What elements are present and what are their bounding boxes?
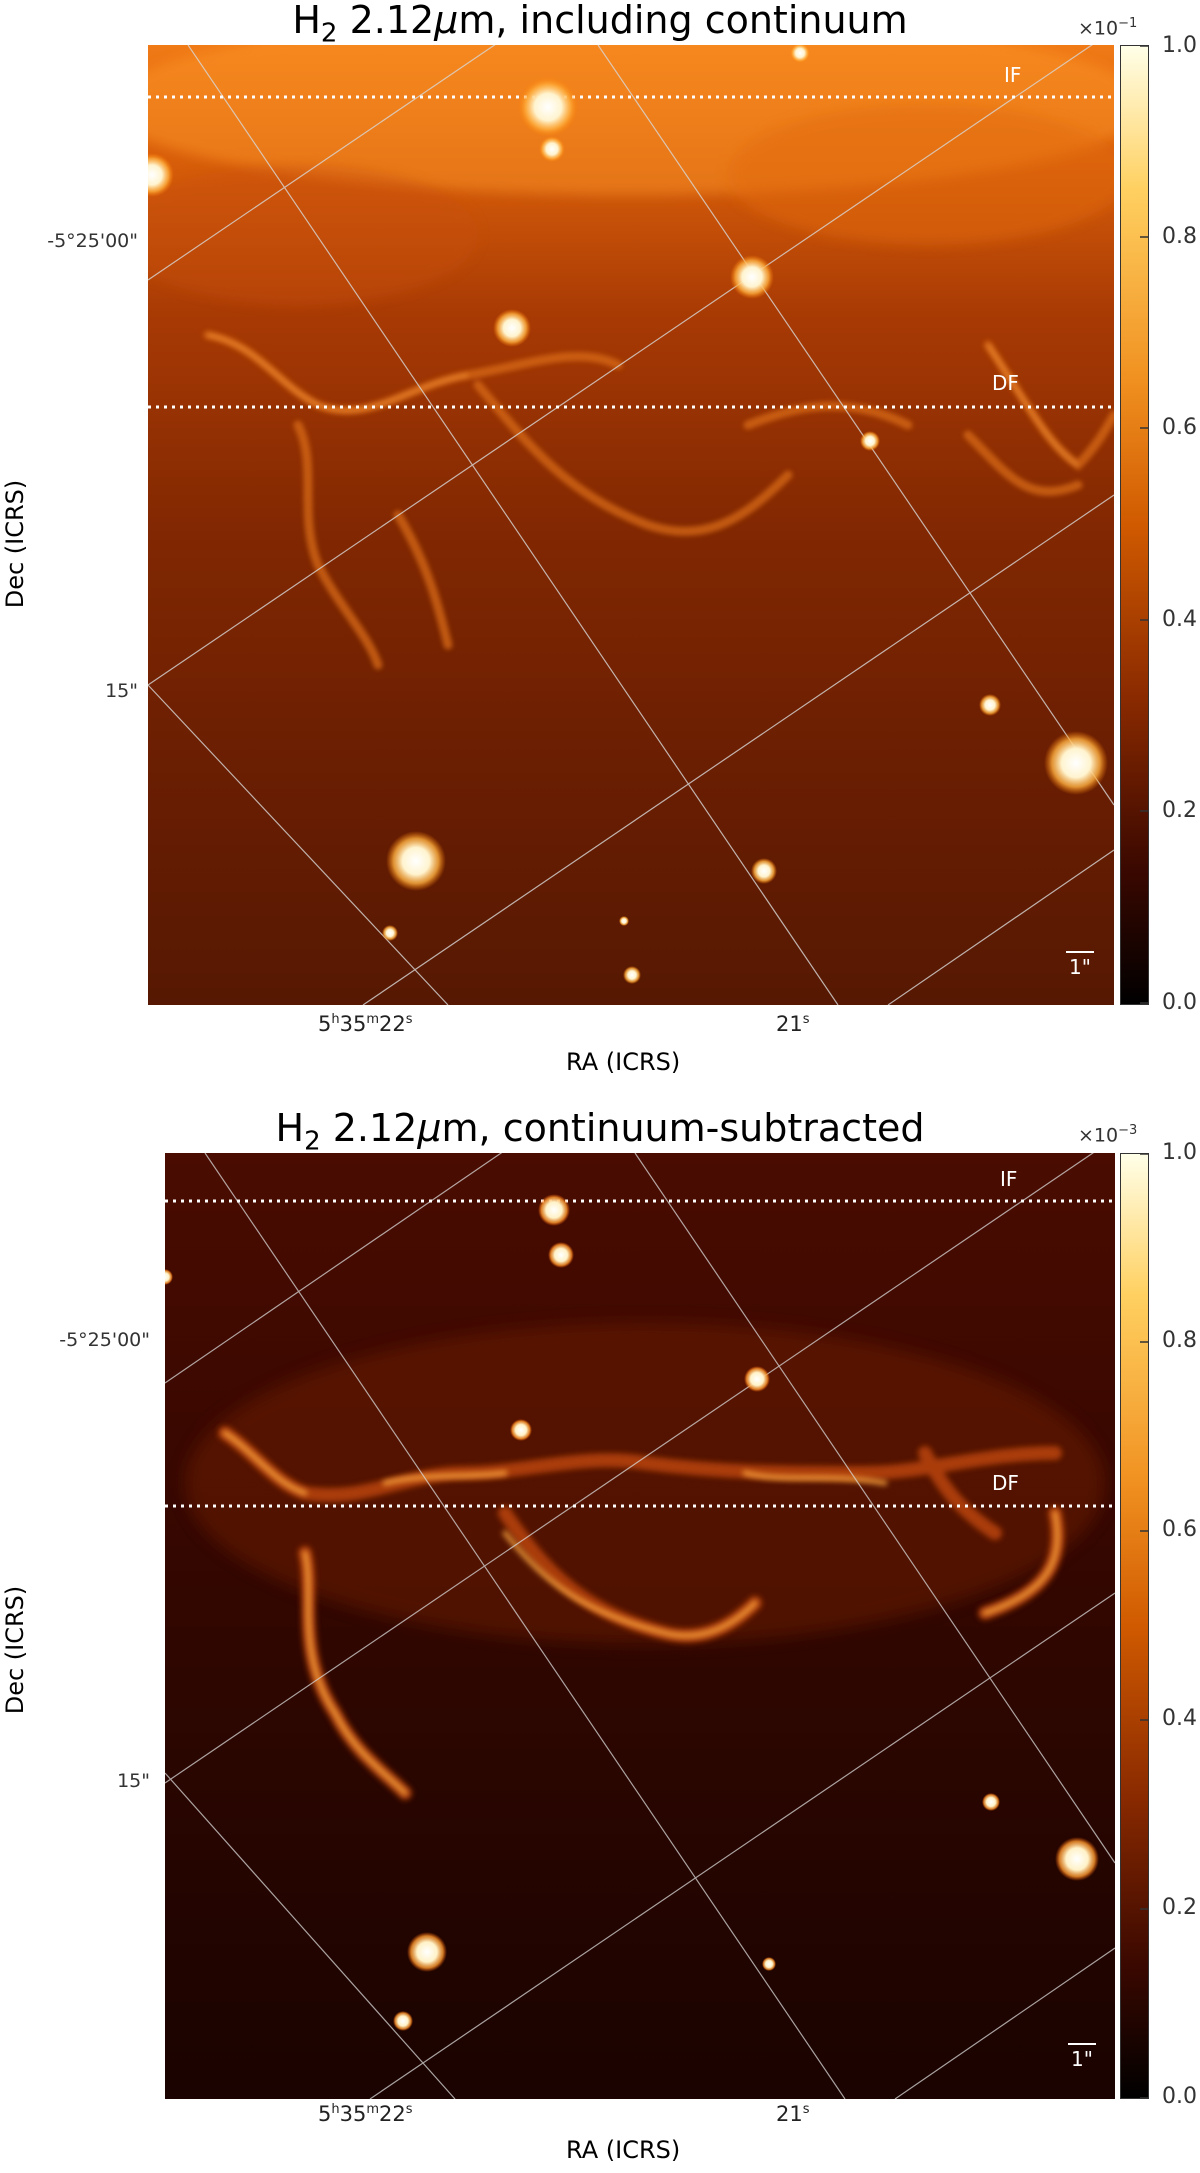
colorbar-tick-label: 0.0 — [1162, 990, 1197, 1015]
y-tick-label: 15" — [117, 1770, 150, 1792]
colorbar-tick-label: 1.0 — [1162, 33, 1197, 58]
panel-title: H2 2.12μm, continuum-subtracted — [275, 1106, 925, 1157]
if-label: IF — [1004, 63, 1022, 87]
colorbar-ticks — [1140, 1153, 1148, 2099]
h2-image-continuum-subtracted: IF DF 1" — [165, 1153, 1115, 2099]
y-tick-label: 15" — [105, 680, 138, 702]
y-axis-label: Dec (ICRS) — [1, 479, 29, 609]
colorbar — [1120, 1153, 1149, 2099]
colorbar-tick-label: 0.8 — [1162, 224, 1197, 249]
colorbar-exponent: ×10−3 — [1078, 1123, 1138, 1147]
df-label: DF — [992, 1471, 1019, 1495]
x-tick-label: 21s — [776, 2102, 810, 2126]
df-label: DF — [992, 371, 1019, 395]
colorbar-tick-label: 0.4 — [1162, 607, 1197, 632]
x-tick-label: 5h35m22s — [318, 1012, 413, 1036]
stars — [148, 45, 1108, 984]
x-tick-label: 5h35m22s — [318, 2102, 413, 2126]
scale-bar: 1" — [1058, 951, 1102, 979]
y-tick-label: -5°25'00" — [59, 1329, 150, 1351]
colorbar — [1120, 45, 1149, 1005]
colorbar-tick-label: 0.8 — [1162, 1328, 1197, 1353]
colorbar-tick-label: 0.6 — [1162, 415, 1197, 440]
colorbar-tick-label: 1.0 — [1162, 1140, 1197, 1165]
x-axis-label: RA (ICRS) — [566, 2136, 681, 2164]
colorbar-tick-label: 0.4 — [1162, 1706, 1197, 1731]
colorbar-exponent: ×10−1 — [1078, 16, 1138, 40]
colorbar-tick-label: 0.6 — [1162, 1517, 1197, 1542]
x-axis-label: RA (ICRS) — [566, 1048, 681, 1076]
panel-continuum-subtracted: H2 2.12μm, continuum-subtracted — [0, 1090, 1200, 2173]
stars — [165, 1194, 1099, 2031]
x-tick-label: 21s — [776, 1012, 810, 1036]
colorbar-ticks — [1140, 45, 1148, 1004]
y-axis-label: Dec (ICRS) — [1, 1585, 29, 1715]
if-label: IF — [1000, 1167, 1018, 1191]
panel-title: H2 2.12μm, including continuum — [292, 0, 908, 49]
scale-bar: 1" — [1060, 2043, 1104, 2071]
h2-image-including-continuum: IF DF 1" — [148, 45, 1114, 1005]
colorbar-tick-label: 0.2 — [1162, 1895, 1197, 1920]
panel-including-continuum: H2 2.12μm, including continuum — [1, 0, 1197, 1076]
colorbar-tick-label: 0.0 — [1162, 2084, 1197, 2109]
y-tick-label: -5°25'00" — [47, 230, 138, 252]
colorbar-tick-label: 0.2 — [1162, 798, 1197, 823]
